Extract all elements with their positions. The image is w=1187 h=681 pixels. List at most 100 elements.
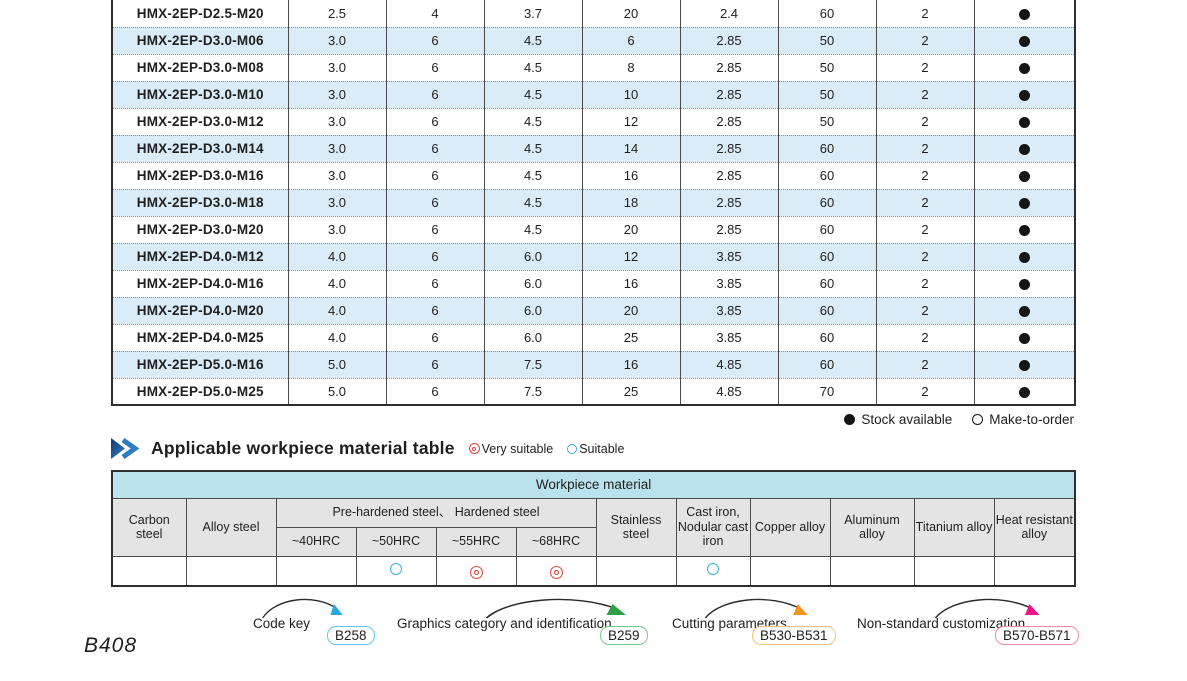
value-cell: 6	[385, 54, 484, 82]
value-cell: 50	[777, 27, 876, 55]
stock-cell	[973, 54, 1075, 82]
value-cell: 4.5	[483, 27, 582, 55]
value-cell: 4.5	[483, 108, 582, 136]
page-ref-badge[interactable]: B258	[327, 626, 375, 645]
stock-available-icon	[1018, 198, 1030, 210]
stock-available-icon	[1018, 279, 1030, 291]
value-cell: 3.0	[287, 216, 386, 244]
value-cell: 4.5	[483, 189, 582, 217]
rating-cell	[355, 555, 437, 587]
value-cell: 2	[875, 324, 974, 352]
model-cell: HMX-2EP-D4.0-M25	[112, 324, 288, 352]
ref-label: Code key	[253, 616, 311, 631]
value-cell: 12	[581, 243, 680, 271]
value-cell: 60	[777, 270, 876, 298]
value-cell: 6.0	[483, 243, 582, 271]
material-section-header: Applicable workpiece material table Very…	[111, 438, 624, 459]
value-cell: 2	[875, 135, 974, 163]
make-to-order-legend: Make-to-order	[972, 412, 1074, 427]
table-row: HMX-2EP-D4.0-M16 4.0 6 6.0 16 3.85 60 2	[112, 270, 1075, 298]
value-cell: 20	[581, 216, 680, 244]
value-cell: 3.85	[679, 243, 778, 271]
stock-cell	[973, 27, 1075, 55]
value-cell: 18	[581, 189, 680, 217]
model-cell: HMX-2EP-D5.0-M25	[136, 383, 264, 399]
value-cell: 60	[777, 135, 876, 163]
value-cell: 6	[385, 297, 484, 325]
stock-cell	[973, 324, 1075, 352]
stock-available-icon	[1018, 63, 1030, 75]
value-cell: 4.5	[483, 216, 582, 244]
value-cell: 2	[875, 270, 974, 298]
page-ref-badge[interactable]: B570-B571	[995, 626, 1079, 645]
value-cell: 2	[875, 243, 974, 271]
suitable-label: Suitable	[579, 441, 625, 456]
stock-cell	[973, 81, 1075, 109]
stock-available-icon	[1018, 360, 1030, 372]
value-cell: 3.0	[287, 27, 386, 55]
value-cell: 20	[581, 297, 680, 325]
curved-arrow-icon	[704, 598, 808, 619]
stock-cell	[973, 243, 1075, 271]
model-cell: HMX-2EP-D4.0-M12	[112, 243, 288, 271]
col-68hrc: ~68HRC	[515, 526, 597, 557]
value-cell: 2	[875, 54, 974, 82]
spec-table: HMX-2EP-D2.5-M20 2.5 4 3.7 20 2.4 60 2 HMX-2EP-D…	[111, 0, 1076, 406]
material-table-title: Workpiece material	[111, 470, 1076, 499]
stock-cell	[973, 216, 1075, 244]
stock-cell	[973, 270, 1075, 298]
value-cell: 60	[777, 189, 876, 217]
page-ref-badge[interactable]: B259	[600, 626, 648, 645]
value-cell: 4	[385, 0, 484, 28]
stock-cell	[973, 351, 1075, 379]
value-cell: 6	[385, 108, 484, 136]
stock-available-icon	[1018, 306, 1030, 318]
value-cell: 2.4	[679, 0, 778, 28]
rating-cell	[829, 555, 915, 587]
table-row: HMX-2EP-D3.0-M16 3.0 6 4.5 16 2.85 60 2	[112, 162, 1075, 190]
rating-cell	[435, 555, 517, 587]
value-cell: 50	[777, 54, 876, 82]
value-cell: 2	[875, 0, 974, 28]
suitability-legend: Very suitable Suitable	[468, 441, 625, 456]
rating-cell	[749, 555, 831, 587]
stock-available-icon	[1018, 171, 1030, 183]
value-cell: 2.85	[679, 108, 778, 136]
model-cell: HMX-2EP-D4.0-M16	[112, 270, 288, 298]
table-row: HMX-2EP-D3.0-M10 3.0 6 4.5 10 2.85 50 2	[112, 81, 1075, 109]
value-cell: 4.5	[483, 81, 582, 109]
spec-table-body: HMX-2EP-D2.5-M20 2.5 4 3.7 20 2.4 60 2 HMX-2EP-D…	[112, 0, 1075, 405]
col-heat-resistant-alloy: Heat resistant alloy	[993, 497, 1076, 557]
value-cell: 10	[581, 81, 680, 109]
model-cell: HMX-2EP-D3.0-M18	[112, 189, 288, 217]
ref-label: Graphics category and identification	[397, 616, 612, 631]
rating-cell	[111, 555, 187, 587]
stock-cell	[973, 162, 1075, 190]
value-cell: 20	[581, 0, 680, 28]
value-cell: 4.5	[483, 54, 582, 82]
curved-arrow-icon	[262, 598, 343, 619]
stock-cell	[973, 0, 1075, 28]
rating-cell	[185, 555, 277, 587]
value-cell: 16	[581, 351, 680, 379]
stock-available-legend: Stock available	[844, 412, 952, 427]
value-cell: 60	[777, 0, 876, 28]
model-cell: HMX-2EP-D2.5-M20	[112, 0, 288, 28]
value-cell: 2	[875, 108, 974, 136]
value-cell: 2	[875, 189, 974, 217]
rating-cell	[993, 555, 1076, 587]
value-cell: 14	[581, 135, 680, 163]
table-row: HMX-2EP-D4.0-M12 4.0 6 6.0 12 3.85 60 2	[112, 243, 1075, 271]
stock-cell	[973, 135, 1075, 163]
value-cell: 6	[385, 162, 484, 190]
very-suitable-icon	[549, 565, 563, 579]
value-cell: 4.5	[483, 162, 582, 190]
suitable-icon	[567, 443, 578, 454]
value-cell: 4.85	[679, 351, 778, 379]
col-copper-alloy: Copper alloy	[749, 497, 831, 557]
value-cell: 25	[581, 378, 680, 405]
stock-available-icon	[1018, 252, 1030, 264]
value-cell: 4.0	[287, 324, 386, 352]
stock-available-icon	[1018, 36, 1030, 48]
page-ref-badge[interactable]: B530-B531	[752, 626, 836, 645]
